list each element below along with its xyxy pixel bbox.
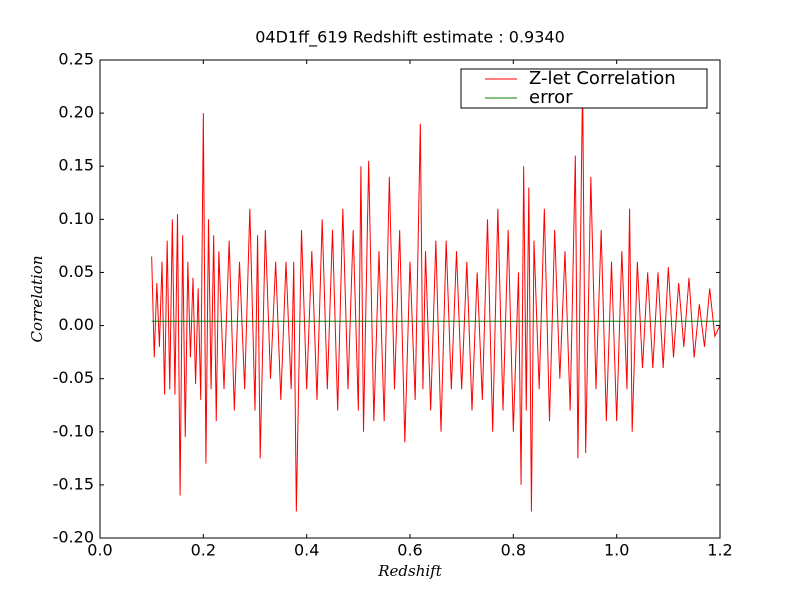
y-tick-label: 0.20 [58, 103, 94, 122]
y-tick-label: -0.15 [53, 474, 94, 493]
y-tick-label: -0.20 [53, 528, 94, 547]
legend-label: Z-let Correlation [529, 68, 676, 89]
y-tick-label: 0.25 [58, 50, 94, 69]
chart-title: 04D1ff_619 Redshift estimate : 0.9340 [255, 28, 565, 48]
x-tick-label: 0.2 [191, 541, 216, 560]
x-tick-label: 0.4 [294, 541, 319, 560]
legend-label: error [529, 87, 573, 108]
x-tick-label: 0.8 [501, 541, 526, 560]
y-axis-label: Correlation [28, 256, 46, 343]
x-tick-label: 1.0 [604, 541, 629, 560]
y-tick-label: 0.05 [58, 262, 94, 281]
y-tick-label: 0.15 [58, 156, 94, 175]
x-tick-label: 1.2 [707, 541, 732, 560]
legend-box [460, 68, 708, 109]
x-axis-label: Redshift [377, 562, 442, 580]
y-tick-label: 0.10 [58, 209, 94, 228]
y-tick-label: 0.00 [58, 315, 94, 334]
y-tick-label: -0.10 [53, 421, 94, 440]
y-tick-label: -0.05 [53, 368, 94, 387]
series-line [151, 81, 721, 512]
x-tick-label: 0.0 [87, 541, 112, 560]
x-tick-label: 0.6 [397, 541, 422, 560]
